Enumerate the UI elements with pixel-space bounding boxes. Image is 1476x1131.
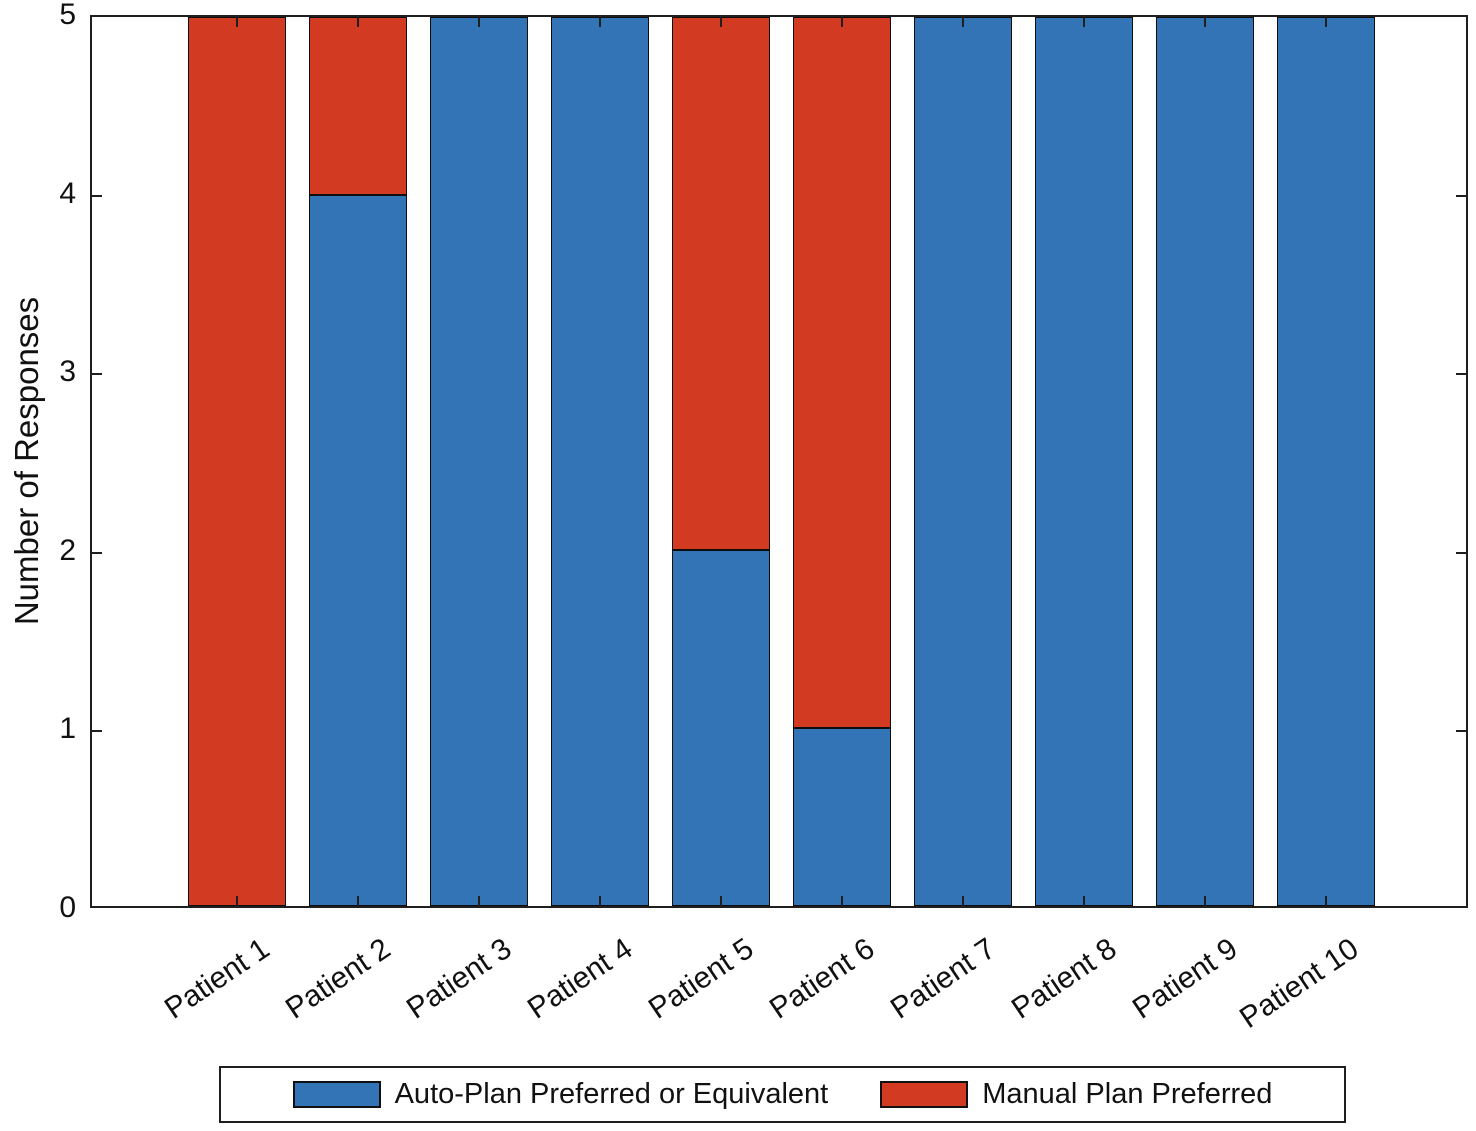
legend-swatch-auto-plan (292, 1081, 381, 1108)
plot-area (90, 15, 1468, 908)
bar-segment-auto-plan (793, 728, 891, 906)
bar-segment-manual-plan (672, 17, 770, 551)
bar-segment-manual-plan (309, 17, 407, 195)
bar-segment-auto-plan (914, 17, 1012, 906)
bar-patient-6 (793, 17, 891, 906)
y-axis-title: Number of Responses (8, 296, 45, 626)
y-tick-mark-right (1456, 373, 1466, 376)
y-tick-label: 3 (59, 355, 76, 389)
y-tick-label: 0 (59, 891, 76, 924)
legend-swatch-manual-plan (880, 1081, 969, 1108)
bar-segment-auto-plan (430, 17, 528, 906)
bar-patient-4 (551, 17, 649, 906)
y-tick-label: 4 (59, 176, 76, 210)
x-tick-mark-top (357, 17, 359, 27)
y-tick-label: 2 (59, 533, 76, 567)
legend-item-auto-plan: Auto-Plan Preferred or Equivalent (292, 1078, 829, 1111)
bar-patient-8 (1035, 17, 1133, 906)
x-tick-mark-bottom (1204, 896, 1206, 906)
bar-segment-auto-plan (1035, 17, 1133, 906)
x-tick-mark-top (1204, 17, 1206, 27)
x-tick-mark-bottom (841, 896, 843, 906)
bar-patient-9 (1156, 17, 1254, 906)
x-tick-mark-top (1325, 17, 1327, 27)
y-tick-mark-left (92, 551, 102, 554)
x-tick-mark-top (841, 17, 843, 27)
bar-segment-manual-plan (793, 17, 891, 729)
x-tick-mark-bottom (357, 896, 359, 906)
bar-segment-auto-plan (551, 17, 649, 906)
x-tick-mark-bottom (1083, 896, 1085, 906)
bar-segment-auto-plan (672, 550, 770, 906)
x-tick-mark-top (962, 17, 964, 27)
x-tick-mark-bottom (1325, 896, 1327, 906)
bar-segment-manual-plan (188, 17, 286, 906)
y-tick-mark-right (1456, 551, 1466, 554)
x-tick-mark-top (236, 17, 238, 27)
bar-segment-auto-plan (1156, 17, 1254, 906)
bar-segment-auto-plan (309, 194, 407, 906)
y-tick-mark-left (92, 373, 102, 376)
bar-segment-auto-plan (1277, 17, 1375, 906)
x-tick-mark-top (599, 17, 601, 27)
legend-label-auto-plan: Auto-Plan Preferred or Equivalent (394, 1078, 829, 1110)
y-tick-label: 1 (59, 712, 76, 746)
legend-label-manual-plan: Manual Plan Preferred (982, 1078, 1273, 1110)
legend-item-manual-plan: Manual Plan Preferred (880, 1078, 1272, 1111)
x-tick-mark-top (720, 17, 722, 27)
y-tick-mark-right (1456, 730, 1466, 733)
bar-patient-5 (672, 17, 770, 906)
bar-patient-2 (309, 17, 407, 906)
y-tick-mark-left (92, 194, 102, 197)
bar-patient-10 (1277, 17, 1375, 906)
x-tick-mark-top (1083, 17, 1085, 27)
x-tick-mark-bottom (236, 896, 238, 906)
bar-patient-1 (188, 17, 286, 906)
legend: Auto-Plan Preferred or Equivalent Manual… (219, 1066, 1346, 1123)
y-tick-label: 5 (59, 0, 76, 31)
x-tick-mark-bottom (599, 896, 601, 906)
y-tick-mark-right (1456, 194, 1466, 197)
bar-patient-7 (914, 17, 1012, 906)
x-tick-mark-bottom (720, 896, 722, 906)
bar-patient-3 (430, 17, 528, 906)
x-tick-mark-bottom (478, 896, 480, 906)
x-tick-mark-top (478, 17, 480, 27)
x-tick-mark-bottom (962, 896, 964, 906)
y-tick-mark-left (92, 730, 102, 733)
